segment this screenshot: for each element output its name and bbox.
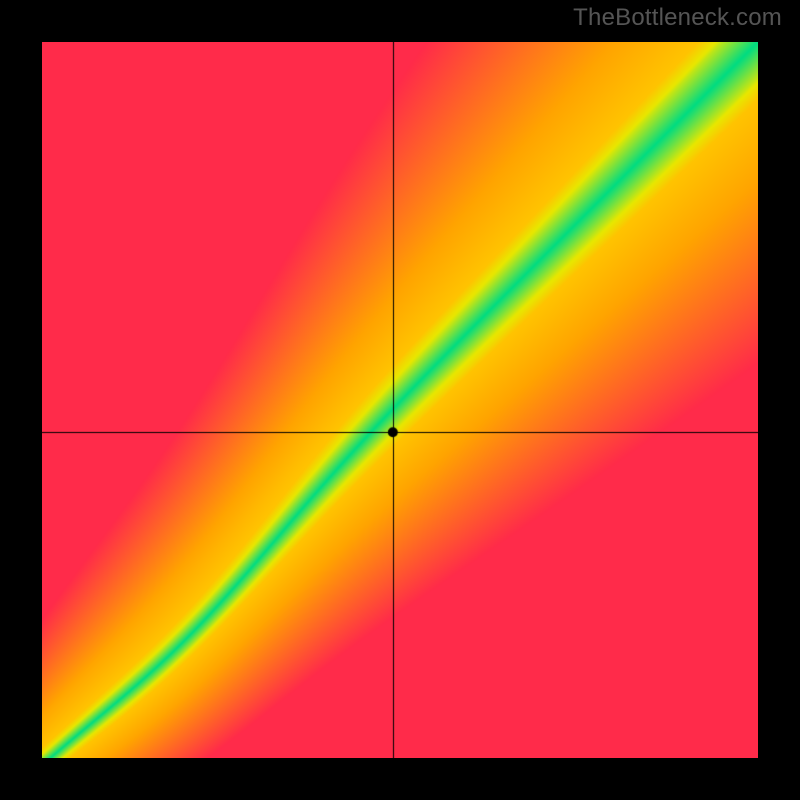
chart-container: TheBottleneck.com (0, 0, 800, 800)
watermark-text: TheBottleneck.com (573, 4, 782, 32)
bottleneck-heatmap (42, 42, 758, 758)
plot-area (42, 42, 758, 758)
